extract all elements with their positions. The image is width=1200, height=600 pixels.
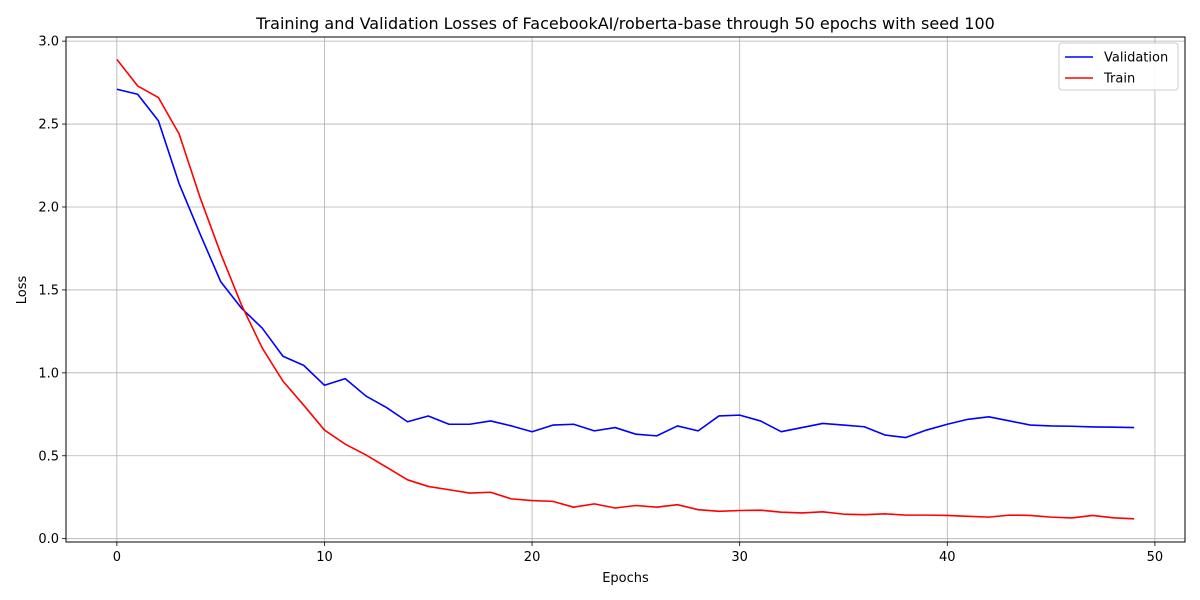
chart-title: Training and Validation Losses of Facebo…	[255, 14, 995, 33]
y-tick-label: 1.5	[38, 283, 59, 298]
x-tick-label: 30	[731, 550, 748, 565]
y-axis-title: Loss	[15, 276, 30, 305]
series-line-train	[116, 58, 1135, 520]
x-tick-label: 20	[524, 550, 541, 565]
y-tick-label: 0.5	[38, 449, 59, 464]
y-tick-label: 2.5	[38, 118, 59, 133]
plot-frame	[65, 36, 1186, 543]
x-axis-title: Epochs	[602, 571, 649, 586]
x-tick-label: 0	[113, 550, 121, 565]
grid	[66, 37, 1185, 542]
y-tick-label: 0.0	[38, 532, 59, 547]
x-tick-label: 40	[939, 550, 956, 565]
x-tick-label: 50	[1147, 550, 1164, 565]
series-lines	[116, 58, 1135, 520]
y-tick-label: 1.0	[38, 366, 59, 381]
y-tick-label: 2.0	[38, 200, 59, 215]
y-tick-label: 3.0	[38, 35, 59, 50]
legend-label-train: Train	[1103, 72, 1135, 87]
x-tick-label: 10	[316, 550, 333, 565]
axis-ticks: 0 10 20 30 40 50 0.0 0.5 1.0 1.5 2.0 2.5 3.0	[38, 35, 1163, 565]
legend: Validation Train	[1058, 42, 1179, 91]
legend-label-validation: Validation	[1104, 51, 1168, 66]
series-line-validation	[116, 88, 1135, 439]
